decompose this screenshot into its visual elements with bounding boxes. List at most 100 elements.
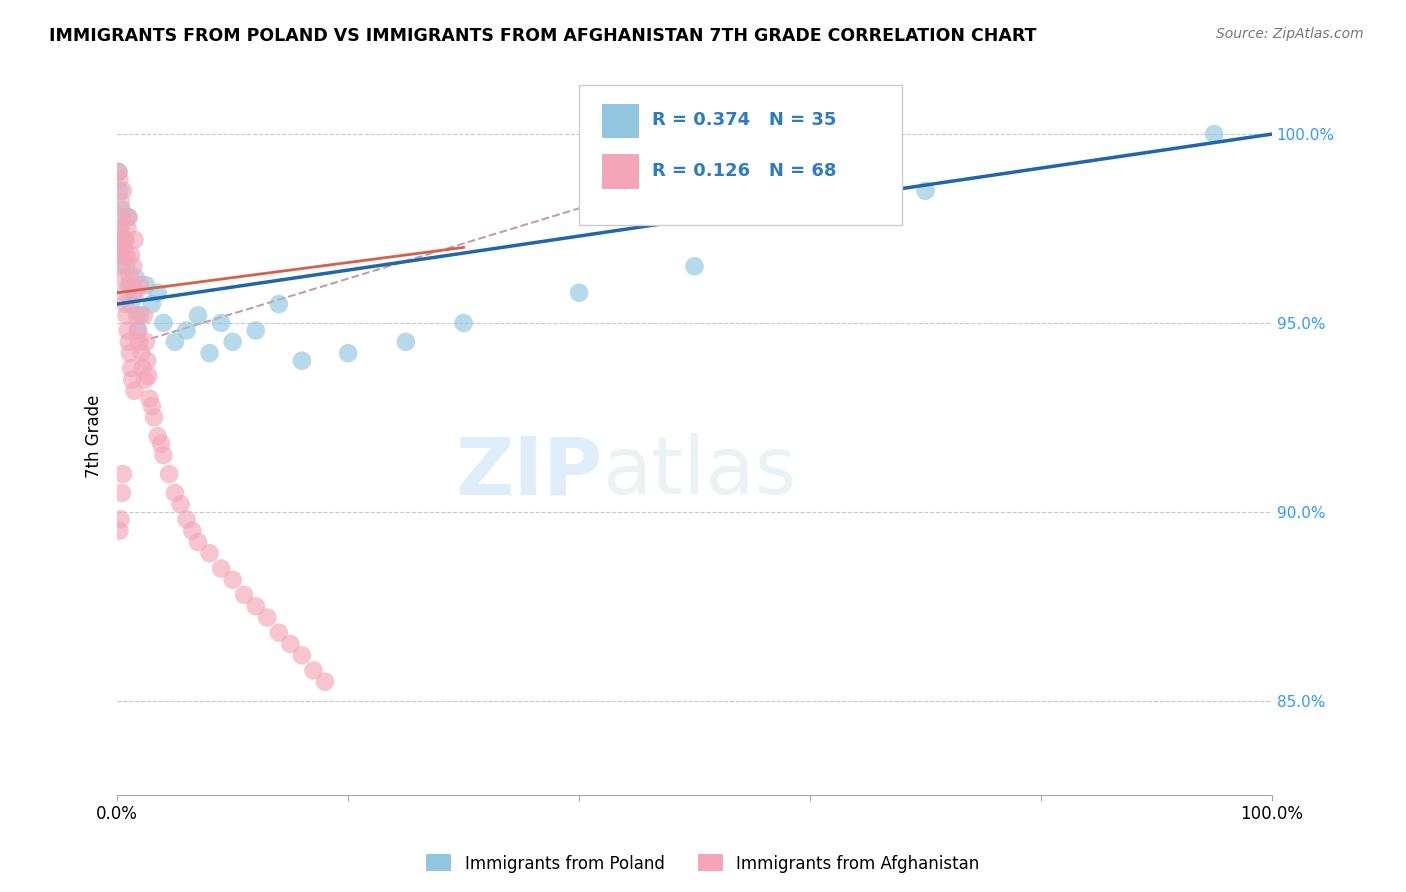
Point [136,353,159,368]
Point [163,334,186,349]
Point [117,221,139,235]
Point [111,486,134,500]
Point [115,260,138,274]
Point [337,346,360,360]
Point [111,240,134,254]
Point [127,324,149,338]
Point [118,334,141,349]
Point [107,221,129,235]
Point [141,297,163,311]
Point [111,467,134,481]
Point [187,309,209,323]
Point [129,309,152,323]
Point [125,309,148,323]
Point [124,384,146,398]
Point [291,353,314,368]
Point [111,260,134,274]
Point [157,467,180,481]
Point [568,285,591,300]
Point [314,674,336,689]
Text: R = 0.374   N = 35: R = 0.374 N = 35 [652,112,837,129]
Point [110,221,132,235]
Point [134,373,156,387]
Point [163,486,186,500]
Point [280,637,302,651]
Point [115,309,138,323]
Point [120,248,142,262]
Point [111,184,134,198]
Point [128,334,150,349]
Point [221,334,243,349]
Point [112,240,135,254]
Point [221,573,243,587]
Point [138,392,160,406]
Point [198,346,221,360]
FancyBboxPatch shape [579,85,903,225]
Point [108,172,131,186]
Point [132,309,155,323]
Point [256,610,278,624]
Point [198,546,221,560]
Point [131,346,153,360]
Point [111,270,134,285]
Point [107,165,129,179]
Point [120,297,142,311]
Point [129,278,152,293]
Point [112,285,135,300]
Point [135,278,157,293]
Point [124,270,146,285]
Point [112,248,135,262]
Point [176,324,198,338]
Point [110,195,132,210]
Point [117,324,139,338]
Point [111,202,134,217]
Point [121,278,143,293]
Point [150,437,173,451]
Text: atlas: atlas [602,434,797,511]
Point [146,285,169,300]
Text: IMMIGRANTS FROM POLAND VS IMMIGRANTS FROM AFGHANISTAN 7TH GRADE CORRELATION CHAR: IMMIGRANTS FROM POLAND VS IMMIGRANTS FRO… [49,27,1036,45]
Point [914,184,936,198]
Point [118,278,141,293]
Point [170,497,193,511]
Point [121,373,143,387]
Point [111,210,134,224]
Point [209,561,232,575]
Point [395,334,418,349]
Point [152,448,174,462]
Point [115,248,138,262]
Point [245,599,267,614]
Point [127,324,149,338]
Point [120,361,142,376]
Point [267,297,290,311]
Point [152,316,174,330]
Point [187,535,209,549]
Point [131,361,153,376]
Point [143,410,166,425]
Point [291,648,314,663]
Point [124,285,146,300]
Legend: Immigrants from Poland, Immigrants from Afghanistan: Immigrants from Poland, Immigrants from … [420,847,986,880]
Point [233,588,256,602]
Point [146,429,169,443]
Text: ZIP: ZIP [456,434,602,511]
Text: R = 0.126   N = 68: R = 0.126 N = 68 [652,161,837,179]
Point [107,165,129,179]
Point [118,270,141,285]
FancyBboxPatch shape [602,104,640,138]
Point [302,664,325,678]
Point [181,524,204,538]
Point [209,316,232,330]
Point [117,210,139,224]
Point [108,233,131,247]
Point [453,316,475,330]
Point [267,625,290,640]
Point [114,233,136,247]
Point [122,260,145,274]
Point [1204,127,1226,141]
Text: Source: ZipAtlas.com: Source: ZipAtlas.com [1216,27,1364,41]
Point [118,346,141,360]
FancyBboxPatch shape [602,154,640,189]
Point [110,512,132,526]
Point [108,524,131,538]
